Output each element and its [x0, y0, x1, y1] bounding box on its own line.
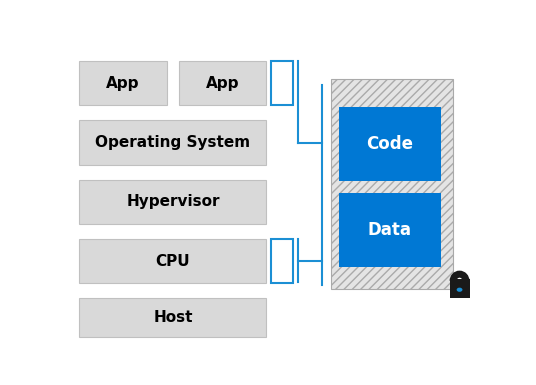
Bar: [79, 239, 266, 283]
Bar: [271, 61, 293, 105]
Bar: [339, 193, 441, 267]
Bar: [450, 279, 470, 298]
Text: Data: Data: [368, 221, 412, 239]
Text: Code: Code: [367, 135, 413, 153]
Text: App: App: [106, 76, 140, 91]
Bar: [339, 107, 441, 181]
Circle shape: [457, 288, 463, 292]
Text: CPU: CPU: [155, 254, 190, 269]
Text: App: App: [206, 76, 240, 91]
Text: Hypervisor: Hypervisor: [126, 194, 220, 209]
Bar: [79, 179, 266, 224]
Text: Operating System: Operating System: [95, 135, 250, 150]
Bar: [79, 61, 167, 105]
Bar: [331, 79, 453, 289]
Bar: [271, 239, 293, 283]
Bar: [179, 61, 266, 105]
Bar: [79, 298, 266, 337]
Bar: [79, 120, 266, 165]
Text: Host: Host: [153, 310, 192, 325]
